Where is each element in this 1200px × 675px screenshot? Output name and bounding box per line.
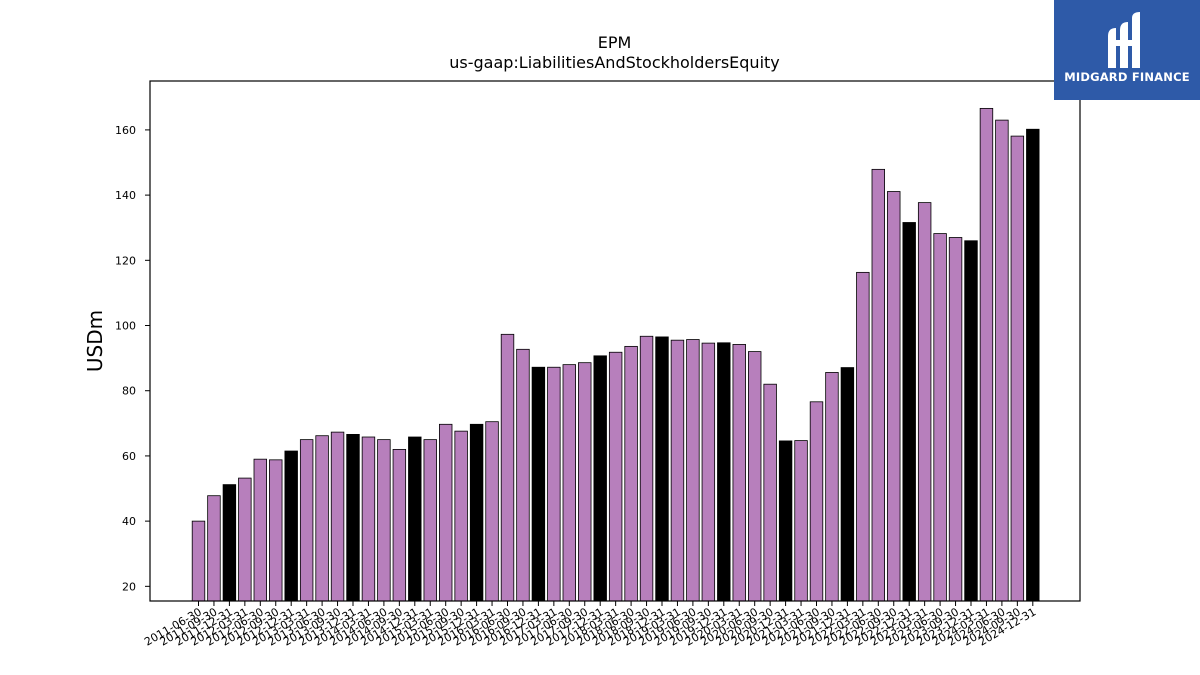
bar-2015-09-30: [454, 430, 468, 602]
bar-2020-06-30: [748, 351, 762, 602]
bar-2017-06-30: [562, 364, 577, 602]
bar-2019-03-31: [670, 339, 685, 602]
bar-2012-09-30: [269, 459, 283, 602]
bar-2023-12-31: [964, 240, 978, 602]
bar-2024-12-31: [1026, 128, 1040, 602]
y-tick-label: 80: [122, 385, 136, 398]
bar-2023-03-31: [917, 202, 932, 602]
bar-2013-09-30: [330, 431, 345, 602]
y-tick-label: 140: [115, 189, 136, 202]
y-tick-label: 20: [122, 580, 136, 593]
y-tick-label: 160: [115, 124, 136, 137]
bar-2021-03-31: [794, 440, 808, 602]
bar-2015-12-31: [469, 423, 484, 602]
bar-2012-06-30: [253, 458, 268, 602]
chart-subtitle: us-gaap:LiabilitiesAndStockholdersEquity: [449, 53, 780, 72]
chart-title: EPM: [598, 33, 632, 52]
bar-2024-03-31: [979, 107, 994, 602]
bar-2013-12-31: [346, 433, 360, 602]
bar-2023-06-30: [933, 233, 947, 602]
bar-2021-06-30: [809, 401, 824, 602]
bar-2020-09-30: [763, 383, 777, 602]
y-tick-label: 100: [115, 320, 136, 333]
bar-2016-12-31: [531, 366, 546, 602]
bar-2022-06-30: [871, 168, 886, 602]
bar-2020-03-31: [732, 344, 746, 602]
bar-2018-06-30: [624, 345, 638, 602]
bar-2014-03-31: [361, 436, 376, 602]
bar-series: [191, 107, 1040, 602]
bar-2018-03-31: [608, 351, 623, 602]
y-axis: 20 40 60 80 100 120 140 160: [115, 124, 150, 593]
bar-2023-09-30: [948, 237, 963, 602]
logo-text: MIDGARD FINANCE: [1064, 70, 1190, 84]
bar-2014-12-31: [408, 436, 422, 602]
bar-2011-12-31: [222, 484, 237, 602]
bar-2013-03-31: [299, 439, 314, 602]
bar-2022-03-31: [856, 271, 870, 602]
bar-2011-06-30: [191, 520, 206, 602]
bar-2019-12-31: [717, 342, 731, 602]
bar-2012-03-31: [238, 477, 252, 602]
midgard-logo-icon: [1108, 12, 1140, 68]
bar-2014-09-30: [392, 448, 407, 602]
bar-2014-06-30: [377, 439, 391, 602]
bar-2020-12-31: [778, 440, 793, 602]
bar-2016-03-31: [485, 421, 499, 602]
y-axis-label: USDm: [83, 310, 107, 372]
y-tick-label: 60: [122, 450, 136, 463]
bar-2016-06-30: [500, 333, 515, 602]
bar-2017-12-31: [593, 355, 607, 602]
bar-2013-06-30: [315, 435, 329, 602]
bar-2012-12-31: [284, 450, 298, 602]
midgard-finance-logo: MIDGARD FINANCE: [1054, 0, 1200, 100]
bar-2017-03-31: [547, 366, 561, 602]
bar-2015-03-31: [423, 439, 437, 602]
y-tick-label: 120: [115, 254, 136, 267]
x-axis: 2011-06-302011-09-302011-12-312012-03-31…: [142, 601, 1038, 649]
plot-frame: [149, 80, 1081, 602]
bar-2017-09-30: [578, 362, 592, 602]
bar-2022-12-31: [902, 222, 916, 602]
bar-2018-09-30: [639, 335, 654, 602]
bar-2021-09-30: [825, 372, 839, 602]
bar-2021-12-31: [840, 367, 855, 602]
bar-2022-09-30: [887, 191, 901, 602]
bar-2019-09-30: [701, 342, 716, 602]
bar-2024-09-30: [1010, 135, 1025, 602]
bar-2015-06-30: [438, 423, 453, 602]
bar-2024-06-30: [995, 119, 1009, 602]
bar-2011-09-30: [207, 495, 221, 602]
bar-2019-06-30: [686, 339, 700, 602]
bar-2018-12-31: [655, 336, 669, 602]
y-tick-label: 40: [122, 515, 136, 528]
bar-2016-09-30: [516, 348, 530, 602]
